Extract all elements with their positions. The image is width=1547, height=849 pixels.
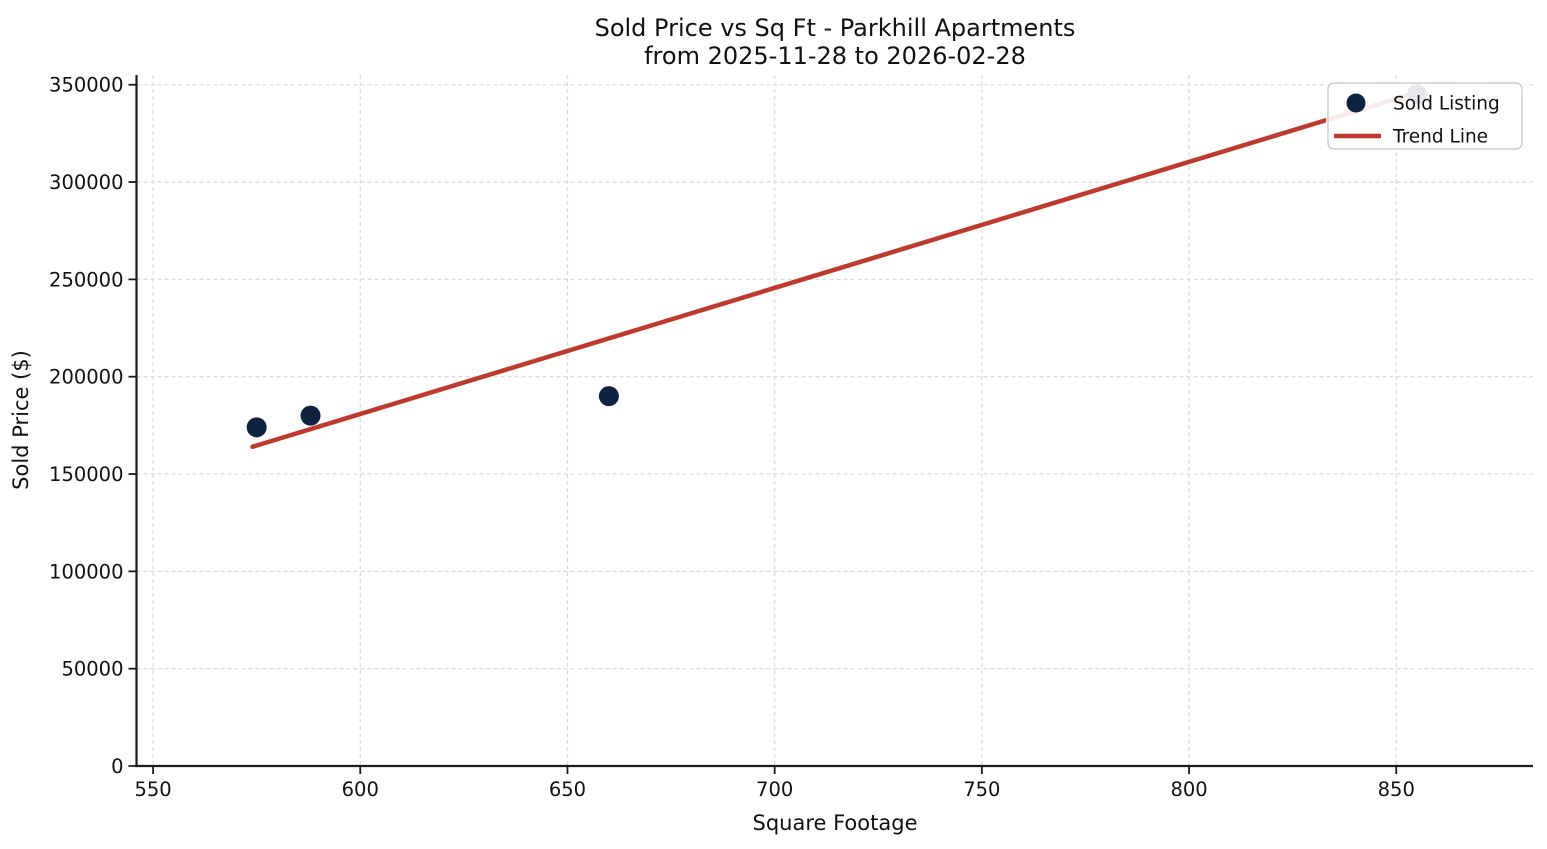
y-axis-label: Sold Price ($) <box>9 350 33 490</box>
x-tick-label: 800 <box>1170 778 1207 801</box>
y-tick-label: 250000 <box>49 268 123 291</box>
trend-line-layer <box>250 90 1420 450</box>
y-tick-label: 100000 <box>49 560 123 583</box>
trend-line <box>250 90 1420 450</box>
x-tick-label: 600 <box>342 778 379 801</box>
y-tick-label: 200000 <box>49 366 123 389</box>
legend-entry-sold-listing: Sold Listing <box>1393 94 1500 115</box>
legend-backing <box>1326 79 1528 151</box>
gridlines <box>136 75 1533 766</box>
scatter-points-layer <box>246 84 1427 438</box>
data-point <box>300 405 321 426</box>
x-tick-label: 750 <box>963 778 1000 801</box>
legend-frame <box>1327 82 1523 150</box>
x-tick-label: 850 <box>1378 778 1415 801</box>
y-tick-label: 150000 <box>49 463 123 486</box>
x-tick-label: 700 <box>756 778 793 801</box>
y-tick-label: 350000 <box>49 74 123 97</box>
legend-marker-sold-listing <box>1346 93 1366 113</box>
x-tick-label: 650 <box>549 778 586 801</box>
data-point <box>598 386 619 407</box>
chart-subtitle: from 2025-11-28 to 2026-02-28 <box>644 42 1026 70</box>
y-tick-label: 0 <box>111 755 123 778</box>
data-point <box>246 417 267 438</box>
x-axis-label: Square Footage <box>753 811 918 835</box>
y-tick-label: 50000 <box>61 658 123 681</box>
legend: Sold Listing Trend Line <box>1326 79 1528 151</box>
axes-layer: 550 600 650 700 750 800 850 0 50000 100000 150000 2… <box>49 74 1533 801</box>
legend-entry-trend-line: Trend Line <box>1392 127 1488 148</box>
y-tick-label: 300000 <box>49 171 123 194</box>
chart-title: Sold Price vs Sq Ft - Parkhill Apartment… <box>595 14 1076 42</box>
x-tick-label: 550 <box>134 778 171 801</box>
